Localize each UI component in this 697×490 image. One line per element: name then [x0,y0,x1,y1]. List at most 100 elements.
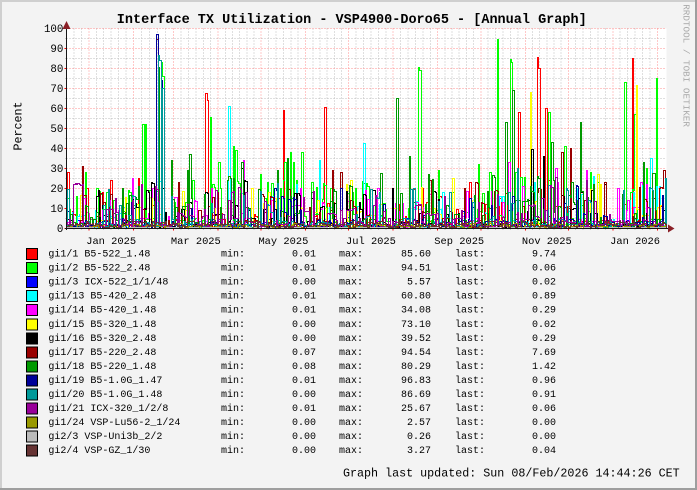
svg-text:0.06: 0.06 [532,264,556,275]
svg-text:85.60: 85.60 [401,250,431,261]
svg-text:Nov 2025: Nov 2025 [522,236,572,248]
svg-text:last:: last: [455,277,485,289]
svg-text:60.80: 60.80 [401,292,431,303]
svg-text:Graph last updated: Sun 08/Feb: Graph last updated: Sun 08/Feb/2026 14:4… [343,467,680,481]
svg-text:max:: max: [339,292,363,303]
svg-text:max:: max: [339,390,363,401]
svg-text:Mar 2025: Mar 2025 [171,236,221,248]
svg-text:max:: max: [339,376,363,387]
svg-text:0.00: 0.00 [292,432,316,443]
svg-text:last:: last: [455,291,485,303]
svg-text:90: 90 [50,44,63,56]
svg-text:0.08: 0.08 [292,362,316,373]
svg-text:3.27: 3.27 [407,446,431,457]
svg-text:min:: min: [221,445,245,457]
svg-text:39.52: 39.52 [401,334,431,345]
svg-text:gi1/3 ICX-522_1/1/48: gi1/3 ICX-522_1/1/48 [48,277,168,289]
svg-text:last:: last: [455,319,485,331]
svg-text:70: 70 [50,84,63,96]
svg-text:gi1/14 B5-420_1.48: gi1/14 B5-420_1.48 [48,305,156,317]
svg-text:Interface TX Utilization - VSP: Interface TX Utilization - VSP4900-Doro6… [117,13,587,28]
svg-text:80: 80 [50,64,63,76]
svg-text:max:: max: [339,334,363,345]
svg-text:0.01: 0.01 [292,250,316,261]
svg-text:60: 60 [50,104,63,116]
svg-text:0.00: 0.00 [292,278,316,289]
svg-text:0: 0 [57,224,63,236]
svg-text:min:: min: [221,361,245,373]
svg-text:0.91: 0.91 [532,390,556,401]
svg-text:min:: min: [221,249,245,261]
svg-text:min:: min: [221,305,245,317]
svg-text:min:: min: [221,347,245,359]
svg-text:0.00: 0.00 [292,418,316,429]
svg-text:0.01: 0.01 [292,376,316,387]
svg-text:max:: max: [339,306,363,317]
svg-text:gi2/4 VSP-GZ_1/30: gi2/4 VSP-GZ_1/30 [48,445,150,457]
svg-text:0.01: 0.01 [292,292,316,303]
svg-text:gi1/1 B5-522_1.48: gi1/1 B5-522_1.48 [48,249,150,261]
svg-text:20: 20 [50,184,63,196]
svg-text:0.29: 0.29 [532,334,556,345]
svg-text:gi1/13 B5-420_2.48: gi1/13 B5-420_2.48 [48,291,156,303]
svg-text:80.29: 80.29 [401,362,431,373]
svg-text:last:: last: [455,361,485,373]
svg-text:30: 30 [50,164,63,176]
svg-text:gi1/20 B5-1.0G_1.48: gi1/20 B5-1.0G_1.48 [48,389,162,401]
svg-text:min:: min: [221,277,245,289]
svg-text:0.01: 0.01 [292,306,316,317]
svg-text:Percent: Percent [12,101,26,150]
svg-text:gi1/15 B5-320_1.48: gi1/15 B5-320_1.48 [48,319,156,331]
svg-text:max:: max: [339,446,363,457]
svg-text:May 2025: May 2025 [258,236,308,248]
svg-text:max:: max: [339,278,363,289]
svg-text:last:: last: [455,263,485,275]
svg-text:last:: last: [455,333,485,345]
svg-text:0.01: 0.01 [292,404,316,415]
svg-text:last:: last: [455,249,485,261]
svg-text:max:: max: [339,362,363,373]
svg-text:max:: max: [339,432,363,443]
svg-text:0.00: 0.00 [292,320,316,331]
svg-text:min:: min: [221,263,245,275]
svg-text:40: 40 [50,144,63,156]
svg-text:min:: min: [221,291,245,303]
svg-text:73.10: 73.10 [401,320,431,331]
svg-text:0.07: 0.07 [292,348,316,359]
svg-text:max:: max: [339,404,363,415]
svg-text:0.96: 0.96 [532,376,556,387]
svg-text:gi1/19 B5-1.0G_1.47: gi1/19 B5-1.0G_1.47 [48,375,162,387]
svg-text:0.00: 0.00 [292,446,316,457]
svg-text:min:: min: [221,403,245,415]
svg-text:34.08: 34.08 [401,306,431,317]
svg-text:gi1/2 B5-522_2.48: gi1/2 B5-522_2.48 [48,263,150,275]
svg-text:0.06: 0.06 [532,404,556,415]
svg-text:Jan 2025: Jan 2025 [86,236,136,248]
svg-text:94.51: 94.51 [401,264,431,275]
svg-text:25.67: 25.67 [401,404,431,415]
svg-text:max:: max: [339,264,363,275]
svg-text:max:: max: [339,250,363,261]
svg-text:RRDTOOL / TOBI OETIKER: RRDTOOL / TOBI OETIKER [681,4,692,127]
svg-text:1.42: 1.42 [532,362,556,373]
svg-text:0.00: 0.00 [532,432,556,443]
svg-text:last:: last: [455,347,485,359]
svg-text:last:: last: [455,389,485,401]
svg-text:gi1/24 VSP-Lu56-2_1/24: gi1/24 VSP-Lu56-2_1/24 [48,417,180,429]
svg-text:9.74: 9.74 [532,250,556,261]
svg-text:max:: max: [339,320,363,331]
svg-text:0.00: 0.00 [292,334,316,345]
svg-text:0.01: 0.01 [292,264,316,275]
svg-text:gi1/18 B5-220_1.48: gi1/18 B5-220_1.48 [48,361,156,373]
svg-text:min:: min: [221,375,245,387]
svg-text:94.54: 94.54 [401,348,431,359]
svg-text:Jul 2025: Jul 2025 [346,236,396,248]
svg-text:last:: last: [455,431,485,443]
svg-text:last:: last: [455,305,485,317]
svg-text:5.57: 5.57 [407,278,431,289]
svg-text:96.83: 96.83 [401,376,431,387]
svg-text:50: 50 [50,124,63,136]
svg-text:0.04: 0.04 [532,446,556,457]
svg-text:last:: last: [455,375,485,387]
svg-text:max:: max: [339,418,363,429]
